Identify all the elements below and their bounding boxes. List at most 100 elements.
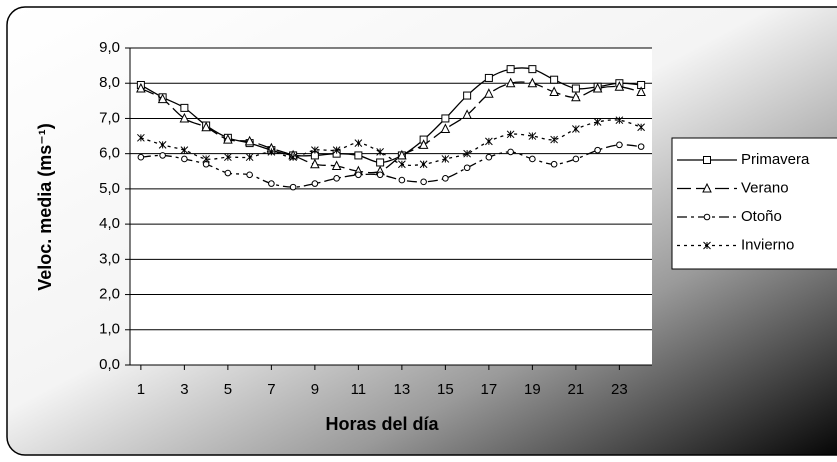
marker [550,75,559,84]
marker [440,123,451,134]
marker [137,153,145,161]
marker [507,148,514,156]
marker [289,153,297,162]
marker [571,91,581,102]
marker [485,153,493,161]
marker [616,141,623,149]
plot-area [130,48,652,365]
marker [419,160,428,169]
legend-label: Verano [741,179,789,196]
x-tick-label: 17 [481,381,498,398]
marker [157,93,168,104]
x-tick-label: 23 [611,381,628,398]
marker [549,86,559,97]
x-tick-label: 11 [351,381,367,398]
marker [244,135,255,146]
marker [441,155,450,163]
marker [333,175,340,182]
marker [202,155,210,163]
marker [529,155,536,163]
marker [572,125,580,133]
marker [614,81,625,91]
x-tick-label: 9 [311,381,319,398]
marker [224,153,232,162]
marker [398,160,406,169]
marker [159,152,166,159]
marker [441,114,450,123]
marker [463,149,471,158]
marker [267,148,276,156]
marker [615,116,624,125]
marker [506,65,515,74]
marker [246,171,253,179]
y-tick-label: 3,0 [99,250,120,267]
y-tick-label: 6,0 [99,145,120,162]
marker [289,183,297,191]
marker [355,171,362,179]
marker [571,84,580,93]
marker [136,82,146,93]
y-tick-label: 1,0 [99,321,120,338]
marker [354,151,363,160]
marker [703,156,711,164]
marker [594,146,601,154]
legend-label: Primavera [741,151,810,168]
marker [527,77,538,88]
x-tick-label: 19 [524,381,541,398]
marker [484,73,493,82]
x-tick-label: 3 [180,381,188,398]
marker [528,65,537,74]
marker [485,137,493,146]
y-axis-title: Veloc. media (ms⁻¹) [35,123,55,291]
marker [418,139,429,149]
marker [550,135,558,144]
marker [572,155,580,163]
marker [506,130,515,139]
y-tick-label: 7,0 [99,109,120,126]
marker [703,213,711,221]
marker [179,112,190,123]
legend-label: Otoño [741,208,782,225]
marker [224,169,232,177]
marker [376,171,384,179]
marker [637,143,645,150]
marker [397,149,407,160]
marker [332,146,341,154]
x-tick-label: 21 [568,381,585,398]
marker [245,153,254,162]
x-tick-label: 13 [394,381,411,398]
marker [223,133,233,144]
marker [463,91,472,100]
marker [310,158,320,169]
marker [528,132,537,140]
marker [398,176,406,184]
x-tick-label: 15 [437,381,454,398]
marker [702,182,712,193]
marker [181,155,188,163]
series-line [140,119,642,167]
marker [354,139,363,147]
marker [636,86,646,97]
marker [484,88,494,98]
y-tick-label: 0,0 [99,356,120,373]
y-tick-label: 4,0 [99,215,120,232]
marker [462,109,472,119]
marker [311,180,319,187]
marker [137,133,145,142]
marker [180,146,189,154]
x-axis-title: Horas del día [325,414,439,434]
marker [268,180,275,187]
marker [592,82,603,93]
marker [331,160,342,170]
marker [550,160,558,168]
marker [158,141,167,149]
marker [420,178,427,186]
marker [637,123,645,132]
marker [593,118,602,126]
marker [311,146,319,154]
y-tick-label: 5,0 [99,180,120,197]
marker [463,164,471,172]
marker [201,121,211,132]
y-tick-label: 2,0 [99,286,120,303]
